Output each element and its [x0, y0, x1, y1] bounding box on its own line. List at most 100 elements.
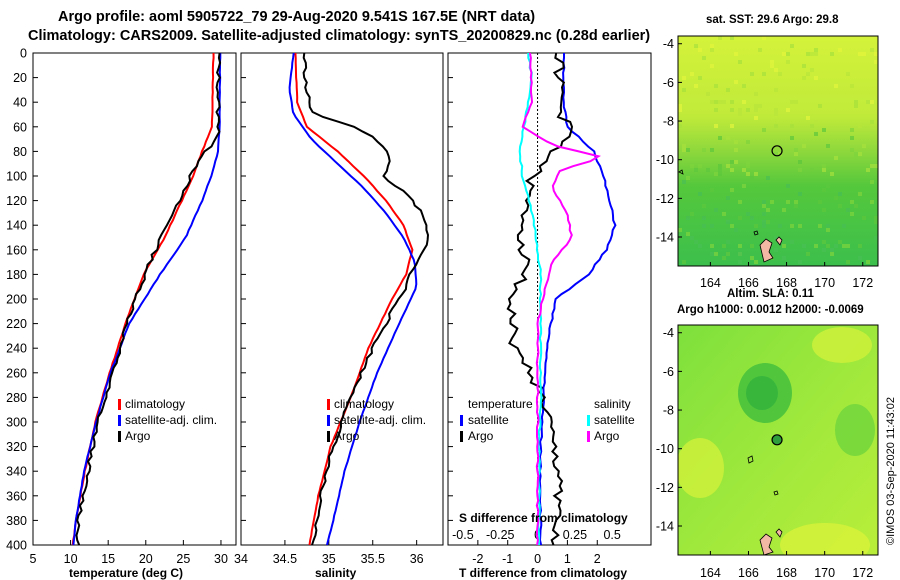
sst-pixel — [790, 240, 794, 244]
lat-tick-label: -4 — [663, 326, 674, 340]
sst-pixel — [682, 260, 686, 264]
sst-pixel — [786, 184, 790, 188]
sst-pixel — [694, 84, 698, 88]
sst-pixel — [754, 116, 758, 120]
sst-pixel — [814, 48, 818, 52]
sst-pixel — [738, 200, 742, 204]
sst-pixel — [726, 252, 730, 256]
sst-pixel — [842, 244, 846, 248]
sst-pixel — [870, 164, 874, 168]
sst-pixel — [822, 248, 826, 252]
sst-map-lat-axis: -4 -6 -8 -10 -12 -14 — [656, 37, 682, 245]
sst-pixel — [822, 164, 826, 168]
x2-tick-label: 0.25 — [563, 528, 587, 542]
sst-pixel — [754, 224, 758, 228]
sla-map-lon-axis: 164 166 168 170 172 — [700, 551, 873, 580]
sst-pixel — [806, 72, 810, 76]
depth-tick-label: 240 — [6, 342, 27, 356]
x-tick-label: 35.5 — [361, 552, 385, 566]
island-shape — [775, 528, 783, 538]
sst-pixel — [834, 156, 838, 160]
sst-pixel — [806, 252, 810, 256]
sst-pixel — [846, 72, 850, 76]
sst-pixel — [802, 76, 806, 80]
depth-tick-label: 20 — [13, 71, 27, 85]
sst-pixel — [714, 100, 718, 104]
sst-pixel — [870, 200, 874, 204]
x-tick-label: 35 — [322, 552, 336, 566]
depth-tick-label: 40 — [13, 96, 27, 110]
sst-pixel — [854, 204, 858, 208]
sst-pixel — [762, 200, 766, 204]
lon-tick-label: 168 — [776, 566, 797, 580]
sst-pixel — [738, 252, 742, 256]
sst-pixel — [726, 220, 730, 224]
salinity-difference-xlabel: S difference from climatology — [459, 511, 628, 525]
sst-pixel — [730, 124, 734, 128]
sst-pixel — [850, 128, 854, 132]
sst-pixel — [730, 160, 734, 164]
sst-pixel — [802, 144, 806, 148]
sst-pixel — [734, 148, 738, 152]
sst-pixel — [790, 136, 794, 140]
sst-pixel — [794, 100, 798, 104]
sst-pixel — [774, 108, 778, 112]
sla-feature — [780, 523, 870, 555]
legend-swatch-satellite — [118, 415, 121, 426]
legend-label-argo: Argo — [125, 429, 151, 443]
sst-pixel — [722, 244, 726, 248]
coastline-shape — [753, 230, 759, 236]
legend-label-sal-argo: Argo — [594, 429, 620, 443]
legend-label-temp-satellite: satellite — [468, 413, 509, 427]
sla-map-frame — [677, 324, 879, 556]
sst-pixel — [870, 120, 874, 124]
sst-pixel — [834, 244, 838, 248]
sst-pixel — [862, 144, 866, 148]
sst-pixel — [790, 224, 794, 228]
sst-pixel — [678, 108, 682, 112]
sst-pixel — [826, 144, 830, 148]
x-tick-label: 30 — [214, 552, 228, 566]
sst-pixel — [802, 244, 806, 248]
sst-pixel — [798, 260, 802, 264]
sst-pixel — [858, 124, 862, 128]
sst-pixel — [858, 256, 862, 260]
sst-pixel — [686, 232, 690, 236]
legend-swatch-climatology — [327, 399, 330, 410]
sst-pixel — [714, 172, 718, 176]
sst-pixel — [726, 164, 730, 168]
x2-tick-label: -0.25 — [486, 528, 515, 542]
lon-tick-label: 164 — [700, 566, 721, 580]
sst-pixel — [738, 216, 742, 220]
sst-pixel — [838, 48, 842, 52]
sst-pixel — [810, 124, 814, 128]
sst-pixel — [794, 204, 798, 208]
sst-pixel — [698, 48, 702, 52]
salinity-axes-box — [240, 52, 444, 546]
sst-pixel — [846, 260, 850, 264]
depth-tick-label: 300 — [6, 416, 27, 430]
sst-pixel — [798, 192, 802, 196]
sla-map-title: Altim. SLA: 0.11 — [727, 288, 815, 300]
lon-tick-label: 166 — [738, 566, 759, 580]
sst-pixel — [786, 60, 790, 64]
sst-pixel — [854, 104, 858, 108]
x-tick-label: 2 — [594, 552, 601, 566]
legend-title-temperature: temperature — [468, 397, 533, 411]
sst-pixel — [710, 100, 714, 104]
temperature-difference-xlabel: T difference from climatology — [459, 566, 627, 580]
x-tick-label: 34.5 — [273, 552, 297, 566]
sst-pixel — [718, 168, 722, 172]
sst-pixel — [818, 104, 822, 108]
salinity-climatology-line — [294, 53, 414, 545]
legend-swatch-argo — [327, 431, 330, 442]
sst-pixel — [826, 184, 830, 188]
difference-axes-box — [447, 52, 652, 546]
figure-title-line2: Climatology: CARS2009. Satellite-adjuste… — [28, 28, 650, 44]
depth-tick-label: 80 — [13, 145, 27, 159]
sst-pixel — [742, 84, 746, 88]
sst-pixel — [746, 164, 750, 168]
lon-tick-label: 170 — [814, 566, 835, 580]
sst-pixel — [766, 208, 770, 212]
sst-pixel — [830, 172, 834, 176]
